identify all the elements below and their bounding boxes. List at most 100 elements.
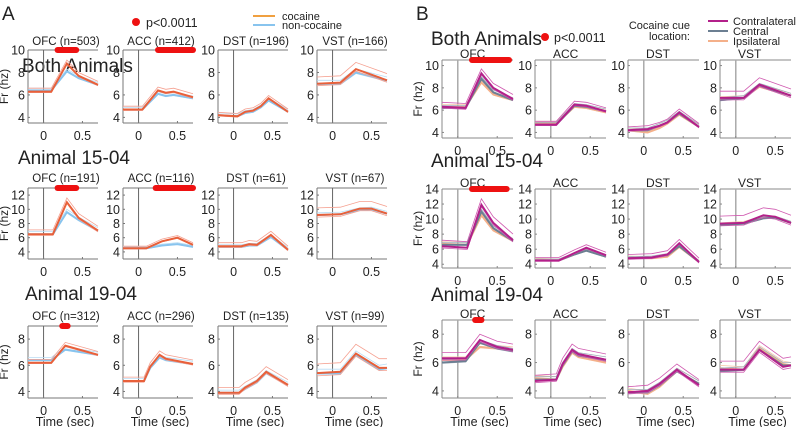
x-tick-label: 0 xyxy=(40,265,47,279)
x-tick-label: 0 xyxy=(732,404,739,418)
mean-line xyxy=(442,209,514,246)
row-a-1: Both Animals OFC (n=503) 4 6 8 10 0 0.5 Fr (hz) A… xyxy=(0,36,388,143)
y-tick-label: 6 xyxy=(710,356,717,370)
y-tick-label: 6 xyxy=(432,243,439,257)
mean-line xyxy=(218,370,289,394)
sem-upper-line xyxy=(628,110,700,129)
series-central xyxy=(627,244,700,263)
sem-lower-line xyxy=(316,355,387,377)
row-title: Animal 15-04 xyxy=(431,151,543,172)
y-tick-label: 4 xyxy=(525,258,532,272)
y-axis-label: Fr (hz) xyxy=(411,81,425,116)
x-axis-label: Time (sec) xyxy=(728,415,787,427)
y-tick-label: 14 xyxy=(518,183,532,197)
y-tick-label: 8 xyxy=(113,333,120,347)
mean-line xyxy=(441,202,514,249)
mean-line xyxy=(719,214,792,225)
sem-upper-line xyxy=(123,242,194,248)
mean-line xyxy=(217,96,289,118)
y-tick-label: 12 xyxy=(611,198,625,212)
series-cocaine xyxy=(316,201,388,218)
x-tick-label: 0 xyxy=(329,129,336,143)
legend-noncocaine-label: non-cocaine xyxy=(282,20,342,32)
panel-a-letter: A xyxy=(2,4,15,25)
y-tick-label: 4 xyxy=(208,385,215,399)
x-tick-label: 0 xyxy=(230,129,237,143)
mean-line xyxy=(316,67,388,85)
y-tick-label: 4 xyxy=(432,126,439,140)
y-tick-label: 12 xyxy=(425,198,439,212)
sem-upper-line xyxy=(317,350,388,370)
sem-upper-line xyxy=(719,82,792,99)
mean-line xyxy=(720,348,792,371)
y-tick-label: 6 xyxy=(618,243,625,257)
series-contralateral xyxy=(442,333,514,361)
mean-line xyxy=(28,200,99,236)
series-cocaine xyxy=(28,341,99,365)
y-tick-label: 10 xyxy=(300,44,314,58)
y-tick-label: 12 xyxy=(201,189,215,203)
y-tick-label: 10 xyxy=(518,213,532,227)
y-tick-label: 4 xyxy=(307,111,314,125)
x-tick-label: 0.5 xyxy=(363,265,380,279)
panel-b-significance-label: p<0.0011 xyxy=(554,31,606,45)
x-tick-label: 0 xyxy=(40,404,47,418)
y-tick-label: 6 xyxy=(18,359,25,373)
y-tick-label: 6 xyxy=(525,243,532,257)
y-tick-label: 14 xyxy=(703,183,717,197)
series-contralateral xyxy=(627,363,700,395)
row-title: Both Animals xyxy=(431,29,542,50)
y-tick-label: 8 xyxy=(525,81,532,95)
x-tick-label: 0.5 xyxy=(74,404,91,418)
y-tick-label: 10 xyxy=(201,44,215,58)
series-cocaine xyxy=(218,366,289,395)
sem-lower-line xyxy=(442,341,514,361)
y-tick-label: 6 xyxy=(618,104,625,118)
x-tick-label: 0.5 xyxy=(582,274,599,288)
y-tick-label: 8 xyxy=(18,333,25,347)
x-tick-label: 0.5 xyxy=(169,404,186,418)
y-tick-label: 4 xyxy=(18,385,25,399)
row-title: Animal 15-04 xyxy=(18,148,130,169)
x-tick-label: 0.5 xyxy=(74,265,91,279)
subplot-title: ACC xyxy=(553,307,579,321)
sem-upper-line xyxy=(535,100,607,122)
y-tick-label: 10 xyxy=(425,213,439,227)
significance-dot-icon xyxy=(132,18,140,26)
y-tick-label: 10 xyxy=(518,59,532,73)
y-tick-label: 12 xyxy=(703,198,717,212)
series-contralateral xyxy=(627,108,700,132)
y-tick-label: 8 xyxy=(113,217,120,231)
x-axis-label: Time (sec) xyxy=(226,415,285,427)
subplot-title: ACC (n=116) xyxy=(128,173,195,185)
y-tick-label: 10 xyxy=(425,59,439,73)
x-tick-label: 0.5 xyxy=(489,404,506,418)
subplot-title: OFC (n=191) xyxy=(32,173,100,185)
subplot-ofc: OFC (n=503) 4 6 8 10 0 0.5 Fr (hz) xyxy=(0,36,100,143)
sem-upper-line xyxy=(316,201,388,209)
legend-title-line1: Cocaine cue xyxy=(629,20,690,32)
y-tick-label: 6 xyxy=(18,231,25,245)
sem-upper-line xyxy=(719,207,792,217)
y-tick-label: 6 xyxy=(307,231,314,245)
y-tick-label: 8 xyxy=(710,228,717,242)
subplot-title: VST (n=166) xyxy=(322,36,387,48)
sem-upper-line xyxy=(28,208,99,232)
y-tick-label: 8 xyxy=(432,228,439,242)
y-tick-label: 8 xyxy=(525,328,532,342)
x-tick-label: 0 xyxy=(329,404,336,418)
x-tick-label: 0.5 xyxy=(169,265,186,279)
sem-upper-line xyxy=(719,344,792,368)
series-contralateral xyxy=(720,77,792,101)
y-tick-label: 4 xyxy=(18,111,25,125)
x-tick-label: 0 xyxy=(135,265,142,279)
row-title: Animal 19-04 xyxy=(25,284,137,305)
significance-dot-icon xyxy=(541,33,549,41)
